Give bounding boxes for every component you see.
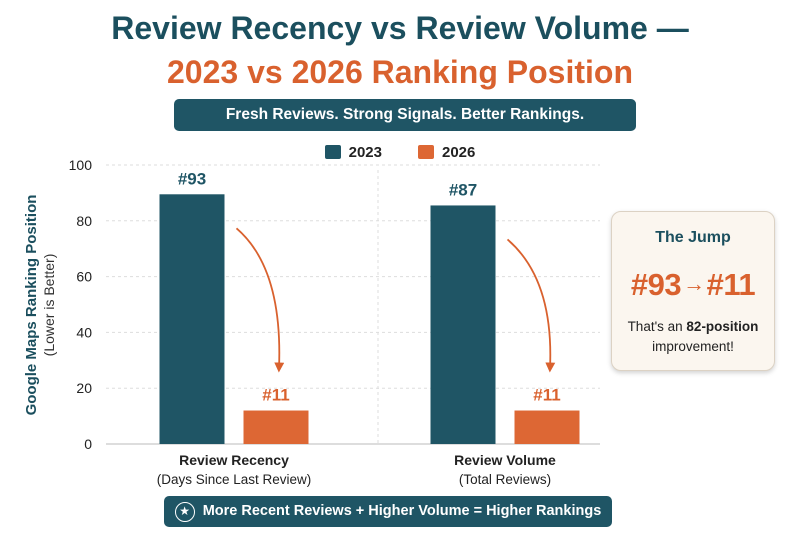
footer-text: More Recent Reviews + Higher Volume = Hi… xyxy=(202,503,602,519)
arrow-right-icon: → xyxy=(683,271,705,296)
legend: 2023 2026 xyxy=(0,142,800,162)
bar-2023-0 xyxy=(159,194,225,444)
y-axis-sublabel: (Lower is Better) xyxy=(41,254,57,357)
y-tick-label: 100 xyxy=(69,157,93,173)
legend-label-2023: 2023 xyxy=(348,143,382,161)
legend-swatch-2026 xyxy=(418,145,434,159)
legend-item-2023: 2023 xyxy=(324,143,382,161)
chart-title-line2: 2023 vs 2026 Ranking Position xyxy=(167,54,633,90)
jump-callout: The Jump #93→#11 That's an 82-position im… xyxy=(611,211,775,371)
legend-label-2026: 2026 xyxy=(442,143,476,161)
chart-title-line1: Review Recency vs Review Volume — xyxy=(111,10,689,46)
callout-title: The Jump xyxy=(655,229,731,246)
data-label: #87 xyxy=(449,180,477,199)
callout-jump: #93→#11 xyxy=(612,267,774,303)
callout-from: #93 xyxy=(630,267,682,302)
callout-to: #11 xyxy=(706,267,756,302)
star-icon: ★ xyxy=(174,501,195,522)
x-tick-sublabel: (Days Since Last Review) xyxy=(157,472,312,487)
callout-text-bold: 82-position xyxy=(686,319,759,334)
y-tick-label: 0 xyxy=(84,436,92,452)
y-tick-label: 60 xyxy=(76,269,92,285)
x-tick-label: Review Volume xyxy=(454,452,556,468)
footer-banner: ★ More Recent Reviews + Higher Volume = … xyxy=(164,496,612,527)
callout-text-after: improvement! xyxy=(652,339,734,354)
x-tick-label: Review Recency xyxy=(179,452,289,468)
y-tick-label: 80 xyxy=(76,213,92,229)
data-label: #93 xyxy=(178,169,206,188)
bar-2023-1 xyxy=(430,205,496,444)
y-axis-label: Google Maps Ranking Position xyxy=(23,195,40,416)
y-tick-label: 20 xyxy=(76,380,92,396)
bar-2026-1 xyxy=(514,410,580,444)
subtitle-banner: Fresh Reviews. Strong Signals. Better Ra… xyxy=(174,99,636,131)
trend-arrow xyxy=(506,238,556,373)
legend-swatch-2023 xyxy=(324,145,341,159)
data-label: #11 xyxy=(533,386,560,405)
trend-arrow xyxy=(235,227,285,373)
x-tick-sublabel: (Total Reviews) xyxy=(459,472,551,487)
legend-item-2026: 2026 xyxy=(418,144,475,161)
callout-text: That's an 82-position improvement! xyxy=(612,317,774,357)
callout-text-before: That's an xyxy=(627,319,687,334)
bar-2026-0 xyxy=(243,410,309,444)
y-tick-label: 40 xyxy=(76,324,92,340)
data-label: #11 xyxy=(262,386,289,405)
